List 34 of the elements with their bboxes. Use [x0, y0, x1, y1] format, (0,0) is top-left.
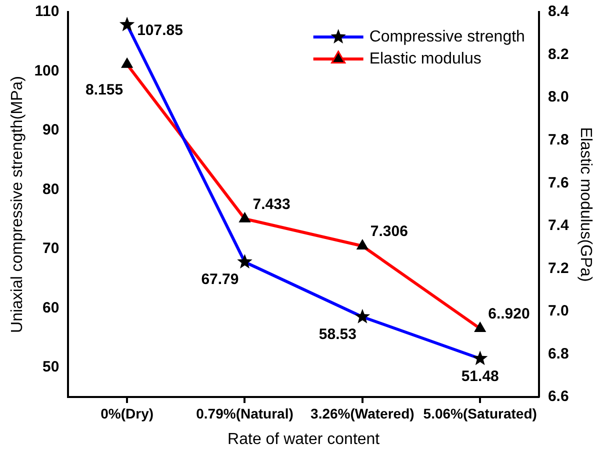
data-label: 51.48 [461, 368, 499, 385]
data-label: 7.306 [370, 223, 408, 240]
x-axis-title: Rate of water content [228, 430, 380, 448]
x-tick-label: 0%(Dry) [100, 405, 154, 422]
y-axis-title: Uniaxial compressive strength(MPa) [9, 76, 26, 333]
data-label: 67.79 [201, 271, 239, 288]
data-label: 6..920 [488, 306, 530, 323]
legend-label: Elastic modulus [369, 50, 482, 68]
y2-tick-label: 7.2 [548, 260, 569, 277]
y2-tick-label: 8.2 [548, 46, 569, 63]
x-tick-label: 0.79%(Natural) [196, 405, 294, 422]
y2-axis-title: Elastic modulus(GPa) [576, 127, 594, 282]
y2-tick-label: 8.4 [548, 3, 570, 20]
y2-tick-label: 7.4 [548, 217, 570, 234]
y2-tick-label: 6.6 [548, 388, 569, 406]
y2-tick-label: 7.8 [548, 131, 569, 148]
y-tick-label: 90 [42, 122, 60, 139]
y2-tick-label: 8.0 [548, 88, 569, 106]
y-tick-label: 110 [35, 3, 60, 20]
x-tick-label: 3.26%(Watered) [310, 405, 414, 422]
y-tick-label: 100 [34, 62, 60, 80]
y2-tick-label: 6.8 [548, 345, 569, 362]
y-tick-label: 60 [42, 299, 60, 316]
data-label: 107.85 [137, 22, 183, 39]
data-label: 58.53 [318, 326, 356, 343]
data-label: 7.433 [252, 196, 290, 213]
y2-tick-label: 7.0 [548, 302, 569, 320]
y-tick-label: 50 [42, 358, 60, 376]
y-tick-label: 80 [42, 180, 60, 198]
x-tick-label: 5.06%(Saturated) [423, 405, 537, 422]
legend-label: Compressive strength [369, 28, 525, 46]
data-label: 8.155 [86, 82, 124, 99]
y2-tick-label: 7.6 [548, 174, 569, 192]
y-tick-label: 70 [42, 240, 60, 258]
